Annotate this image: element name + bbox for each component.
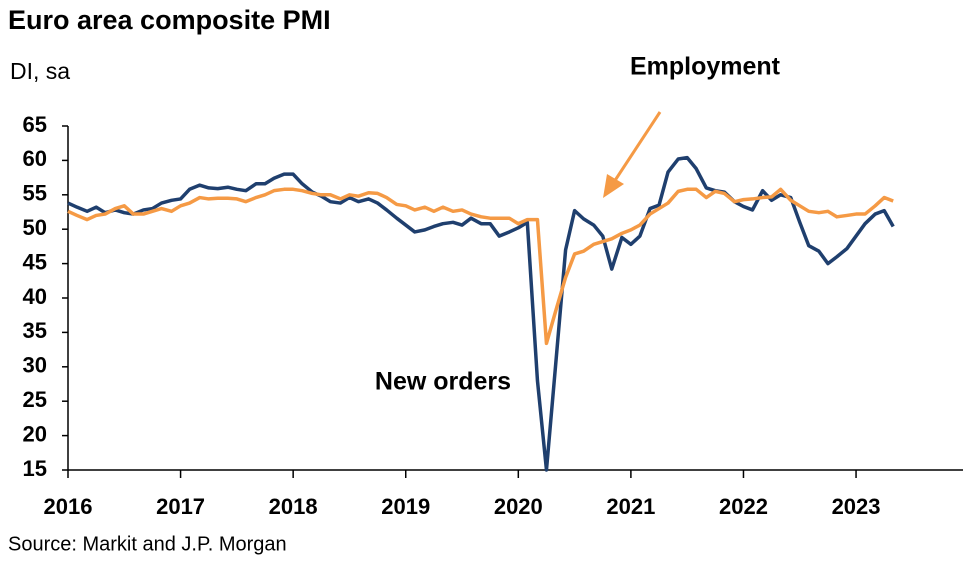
y-tick-label: 35: [23, 318, 47, 343]
x-tick-label: 2021: [606, 494, 655, 519]
annotation-arrow: [612, 111, 662, 183]
y-tick-label: 15: [23, 456, 47, 481]
x-tick-label: 2017: [156, 494, 205, 519]
series-line: [67, 187, 894, 346]
y-tick-label: 20: [23, 421, 47, 446]
series-label: Employment: [630, 53, 781, 81]
y-tick-label: 60: [23, 146, 47, 171]
y-tick-label: 30: [23, 353, 47, 378]
y-tick-label: 55: [23, 181, 47, 206]
x-tick-label: 2016: [44, 494, 93, 519]
x-tick-label: 2018: [269, 494, 318, 519]
source-note: Source: Markit and J.P. Morgan: [8, 533, 287, 555]
x-tick-label: 2019: [381, 494, 430, 519]
y-tick-label: 25: [23, 387, 47, 412]
annotation-arrowhead: [603, 174, 624, 198]
y-tick-label: 40: [23, 284, 47, 309]
chart-subtitle: DI, sa: [10, 58, 70, 84]
series-line: [67, 155, 895, 472]
y-tick-label: 50: [23, 215, 47, 240]
x-tick-label: 2020: [494, 494, 543, 519]
series-label: New orders: [375, 368, 511, 396]
chart-title: Euro area composite PMI: [8, 5, 331, 35]
x-tick-label: 2023: [832, 494, 881, 519]
x-tick-label: 2022: [719, 494, 768, 519]
y-tick-label: 65: [23, 112, 47, 137]
y-tick-label: 45: [23, 249, 47, 274]
